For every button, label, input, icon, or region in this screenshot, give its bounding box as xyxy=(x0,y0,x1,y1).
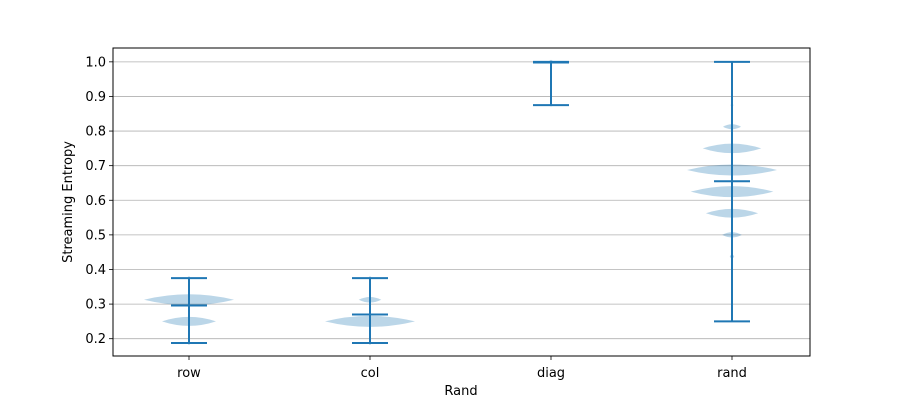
y-tick-label: 0.5 xyxy=(85,228,106,243)
y-tick-label: 0.8 xyxy=(85,125,106,140)
x-tick-label: col xyxy=(361,366,380,381)
y-tick-label: 0.6 xyxy=(85,194,106,209)
violin-statistics xyxy=(171,60,750,345)
x-tick-label: rand xyxy=(717,366,747,381)
violin-diag xyxy=(533,60,569,107)
axes: 0.2 0.3 0.4 0.5 0.6 0.7 0.8 0.9 1.0 row col diag ran… xyxy=(85,47,811,381)
x-tick-label: diag xyxy=(537,366,565,381)
violin-col xyxy=(352,277,388,345)
violin-rand xyxy=(714,60,750,323)
y-tick-label: 0.4 xyxy=(85,263,106,278)
y-tick-label: 0.3 xyxy=(85,298,106,313)
y-axis-label: Streaming Entropy xyxy=(61,141,76,263)
x-axis-label: Rand xyxy=(444,384,477,399)
plot-frame xyxy=(112,47,811,357)
y-tick-label: 0.7 xyxy=(85,159,106,174)
violin-row xyxy=(171,277,207,345)
y-tick-label: 0.2 xyxy=(85,332,106,347)
grid-lines xyxy=(113,61,810,340)
y-tick-label: 0.9 xyxy=(85,90,106,105)
y-tick-label: 1.0 xyxy=(85,55,106,70)
x-tick-label: row xyxy=(177,366,201,381)
